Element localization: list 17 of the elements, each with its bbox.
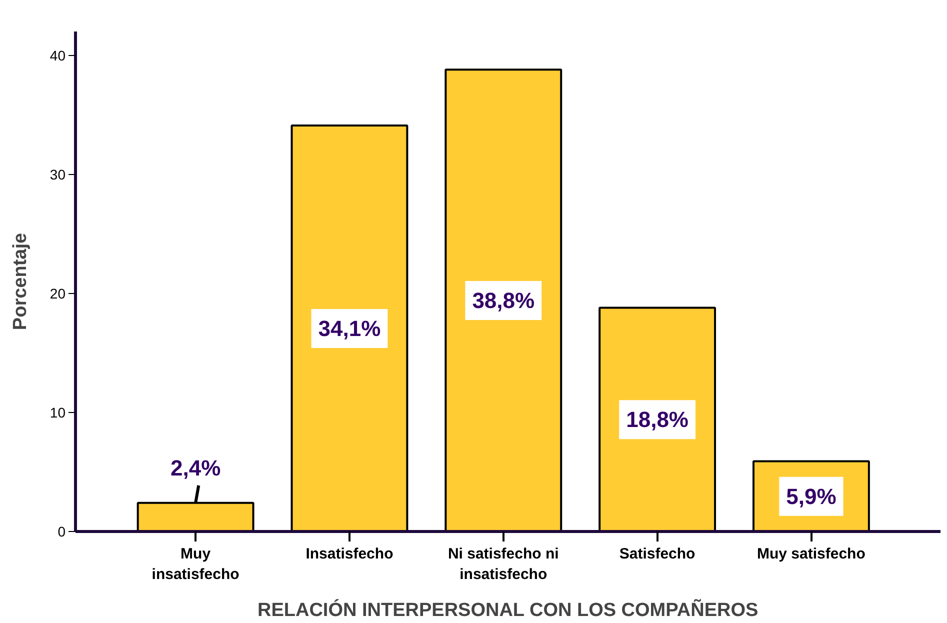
data-label: 18,8% [626, 407, 688, 432]
x-tick-label: Muy satisfecho [757, 546, 866, 562]
y-axis-title: Porcentaje [10, 232, 31, 330]
x-tick-label: Ni satisfecho ni insatisfecho [448, 546, 559, 583]
data-label: 38,8% [472, 288, 535, 314]
x-tick-label: Insatisfecho [306, 546, 394, 562]
data-label: 2,4% [170, 455, 221, 480]
y-tick-label: 0 [58, 524, 66, 540]
data-label: 34,1% [318, 316, 381, 342]
y-tick-label: 40 [50, 47, 66, 64]
data-label: 5,9% [786, 484, 836, 509]
x-axis-title: RELACIÓN INTERPERSONAL CON LOS COMPAÑEROS [257, 598, 758, 621]
y-tick-label: 30 [50, 166, 66, 182]
x-tick-label: Satisfecho [619, 546, 696, 562]
y-tick-label: 10 [50, 404, 66, 420]
y-tick-label: 20 [50, 285, 66, 302]
x-tick-label: Muy insatisfecho [152, 546, 240, 583]
